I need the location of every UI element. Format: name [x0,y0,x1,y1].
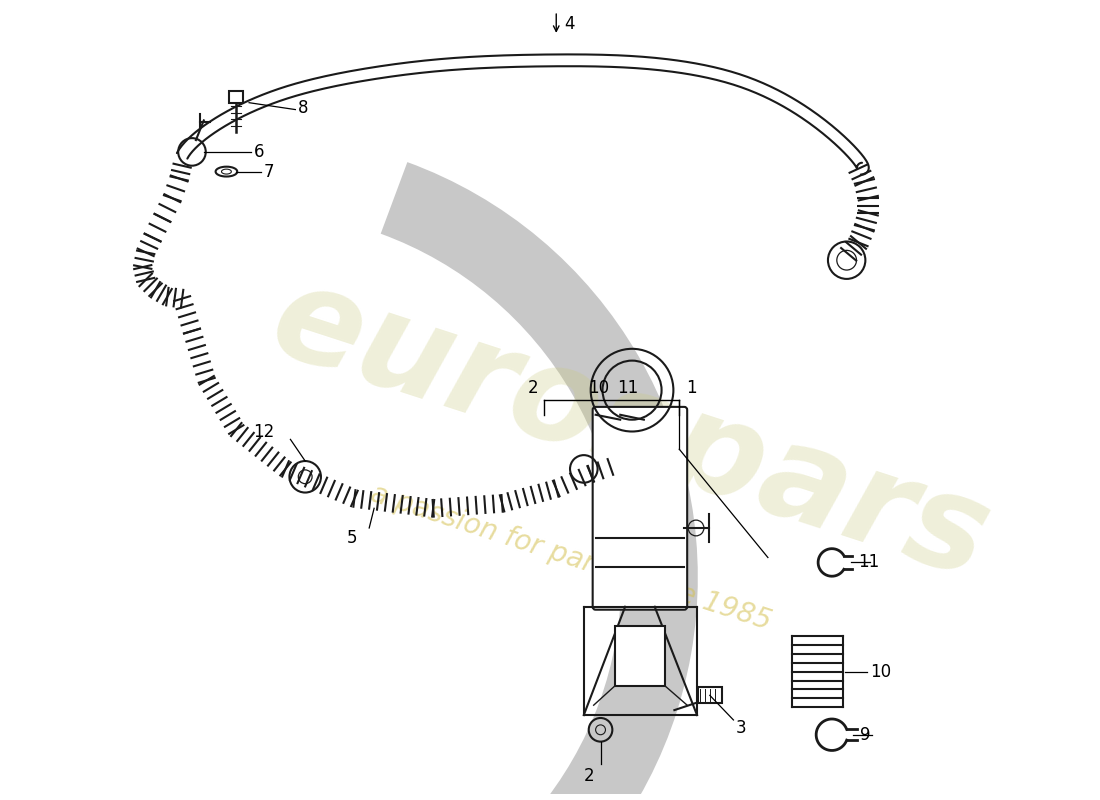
Text: 1: 1 [685,379,696,397]
Text: 9: 9 [860,726,871,744]
Text: 11: 11 [858,554,880,571]
Text: 2: 2 [527,379,538,397]
Text: 2: 2 [583,767,594,785]
FancyBboxPatch shape [593,407,688,610]
Text: 5: 5 [348,529,358,547]
Text: 10: 10 [588,379,609,397]
Text: 11: 11 [617,379,639,397]
Bar [615,626,664,686]
Text: 7: 7 [264,162,274,181]
Text: 8: 8 [298,98,309,117]
FancyBboxPatch shape [230,91,243,102]
Text: a passion for parts since 1985: a passion for parts since 1985 [367,479,774,636]
Text: eurospars: eurospars [256,254,1004,605]
Text: 3: 3 [736,719,746,737]
Text: 4: 4 [564,15,574,33]
Text: 12: 12 [253,422,275,441]
FancyBboxPatch shape [698,687,722,703]
Text: 10: 10 [870,662,891,681]
Text: 6: 6 [254,143,264,161]
